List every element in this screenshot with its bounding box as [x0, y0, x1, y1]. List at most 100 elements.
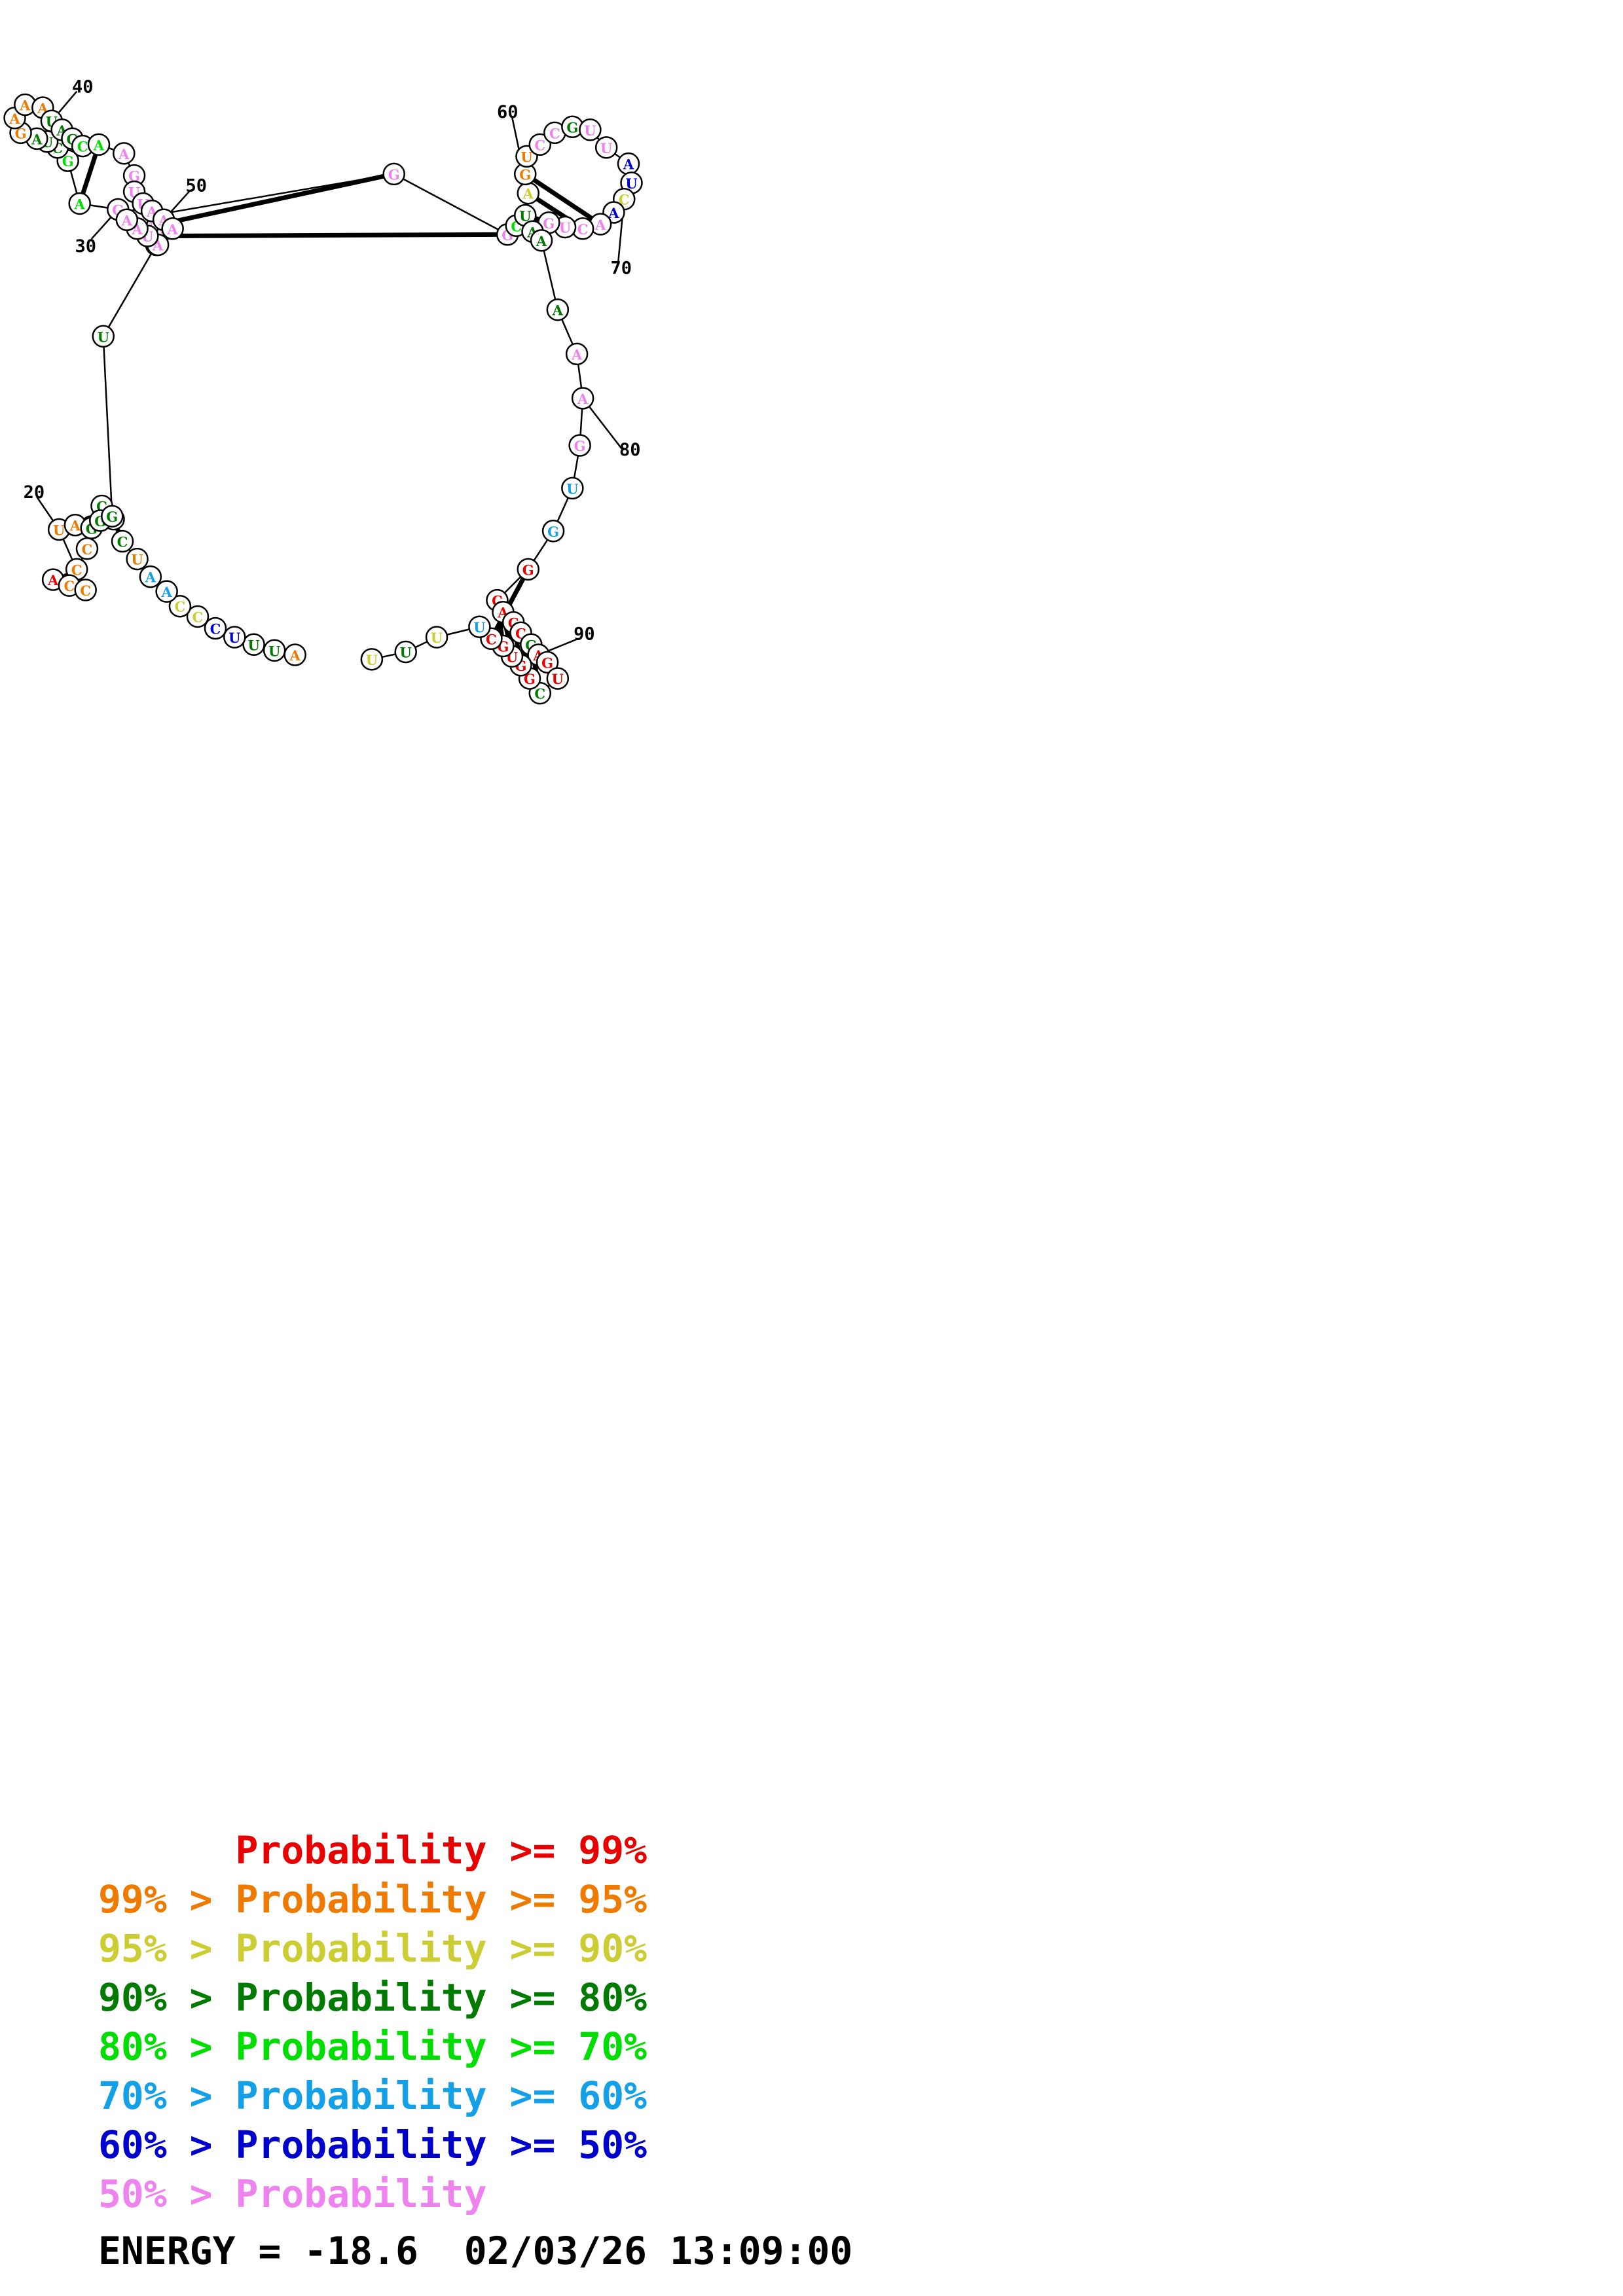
nucleotide-circle: [594, 136, 618, 159]
nucleotide: A: [565, 342, 589, 366]
base-pair-bond: [147, 171, 395, 230]
nucleotide-base: A: [74, 196, 86, 212]
nucleotide-circle: [139, 565, 162, 588]
nucleotide-base: C: [192, 609, 204, 625]
nucleotide-base: A: [522, 186, 534, 202]
position-label: 80: [619, 440, 641, 460]
position-label-layer: 20 30 40 50 60 70 80 90: [24, 77, 641, 644]
nucleotide: G: [541, 520, 565, 543]
legend-prefix: 90% >: [98, 1975, 236, 2020]
nucleotide-circle: [394, 640, 417, 664]
nucleotide-base: C: [486, 631, 497, 647]
nucleotide-circle: [186, 605, 210, 628]
nucleotide-base: A: [47, 572, 59, 588]
nucleotide-base: A: [160, 584, 172, 600]
nucleotide-base: A: [121, 212, 133, 228]
nucleotide: U: [579, 118, 602, 141]
position-label: 60: [497, 102, 519, 122]
nucleotide: G: [568, 434, 591, 457]
nucleotide-base: C: [80, 583, 91, 599]
legend-label: Probability >= 99%: [235, 1828, 647, 1873]
nucleotide-base: U: [473, 619, 485, 636]
legend-prefix: [98, 1828, 236, 1873]
nucleotide-circle: [263, 639, 286, 662]
nucleotide-base: A: [19, 97, 31, 113]
nucleotide-base: U: [53, 522, 65, 539]
timestamp: 02/03/26 13:09:00: [464, 2229, 853, 2273]
nucleotide-base: U: [600, 140, 612, 156]
nucleotide-base: A: [536, 233, 547, 249]
probability-legend: Probability >= 99% 99% > Probability >= 9…: [98, 1826, 647, 2219]
nucleotide-base: G: [574, 438, 586, 454]
nucleotide-circle: [579, 118, 602, 141]
nucleotide-base: U: [519, 208, 531, 224]
backbone-link: [393, 173, 508, 236]
legend-prefix: 70% >: [98, 2073, 236, 2118]
nucleotide-base: G: [388, 166, 400, 183]
nucleotide: U: [594, 136, 618, 159]
legend-row: 60% > Probability >= 50%: [98, 2121, 647, 2170]
nucleotide-circle: [468, 615, 491, 638]
legend-row: 50% > Probability: [98, 2170, 647, 2219]
nucleotide-circle: [113, 142, 136, 165]
nucleotide-base: U: [268, 643, 280, 659]
nucleotide-base: C: [71, 562, 82, 578]
nucleotide: A: [155, 580, 178, 603]
nucleotide: C: [74, 579, 97, 601]
nucleotide-base: G: [62, 153, 74, 170]
nucleotide-base: U: [366, 652, 378, 668]
nucleotide-circle: [546, 667, 570, 690]
nucleotide-base: C: [577, 221, 589, 238]
nucleotide-base: G: [543, 215, 555, 232]
nucleotide: G: [538, 211, 560, 234]
nucleotide-base: U: [520, 149, 532, 165]
nucleotide-base: C: [534, 686, 545, 702]
nucleotide-circle: [223, 626, 246, 649]
nucleotide-base: U: [584, 122, 596, 139]
nucleotide-base: A: [289, 647, 301, 664]
nucleotide: A: [283, 643, 306, 666]
nucleotide-base: U: [559, 220, 571, 236]
nucleotide-base: A: [623, 156, 634, 173]
legend-row: 95% > Probability >= 90%: [98, 1924, 647, 1973]
nucleotide-base: A: [118, 146, 130, 162]
nucleotide-circle: [87, 133, 111, 156]
nucleotide: A: [617, 152, 640, 175]
nucleotide-base: A: [594, 217, 606, 233]
legend-label: Probability: [235, 2172, 487, 2216]
nucleotide-base: C: [77, 139, 88, 155]
legend-row: 80% > Probability >= 70%: [98, 2022, 647, 2072]
nucleotide-base: G: [547, 524, 559, 540]
nucleotide-base: C: [619, 192, 630, 208]
legend-prefix: 99% >: [98, 1877, 236, 1922]
nucleotide-circle: [101, 505, 124, 528]
nucleotide-base: G: [15, 125, 27, 141]
nucleotide: C: [111, 529, 134, 553]
nucleotide: A: [115, 208, 139, 232]
nucleotide-base: A: [9, 111, 20, 127]
nucleotide-base: A: [145, 569, 156, 586]
nucleotide-base: U: [228, 630, 240, 646]
nucleotide-base: U: [566, 480, 578, 497]
nucleotide: A: [139, 565, 162, 588]
nucleotide: U: [394, 640, 417, 664]
nucleotide: G: [517, 558, 540, 581]
nucleotide: U: [468, 615, 491, 638]
nucleotide: G: [122, 164, 146, 187]
legend-prefix: 80% >: [98, 2024, 236, 2069]
legend-prefix: 95% >: [98, 1926, 236, 1971]
nucleotide: A: [546, 298, 570, 321]
nucleotide: U: [242, 633, 265, 656]
nucleotide-base: A: [93, 137, 105, 153]
nucleotide-circle: [561, 476, 584, 500]
nucleotide: C: [75, 537, 99, 560]
nucleotide-circle: [68, 192, 91, 215]
backbone-link: [102, 336, 113, 516]
nucleotide: A: [589, 213, 612, 236]
nucleotide-circle: [541, 520, 565, 543]
nucleotide-base: G: [106, 509, 118, 525]
nucleotide: U: [126, 547, 149, 571]
legend-prefix: 60% >: [98, 2123, 236, 2167]
nucleotide-base: U: [131, 552, 143, 568]
nucleotide: G: [101, 505, 124, 528]
